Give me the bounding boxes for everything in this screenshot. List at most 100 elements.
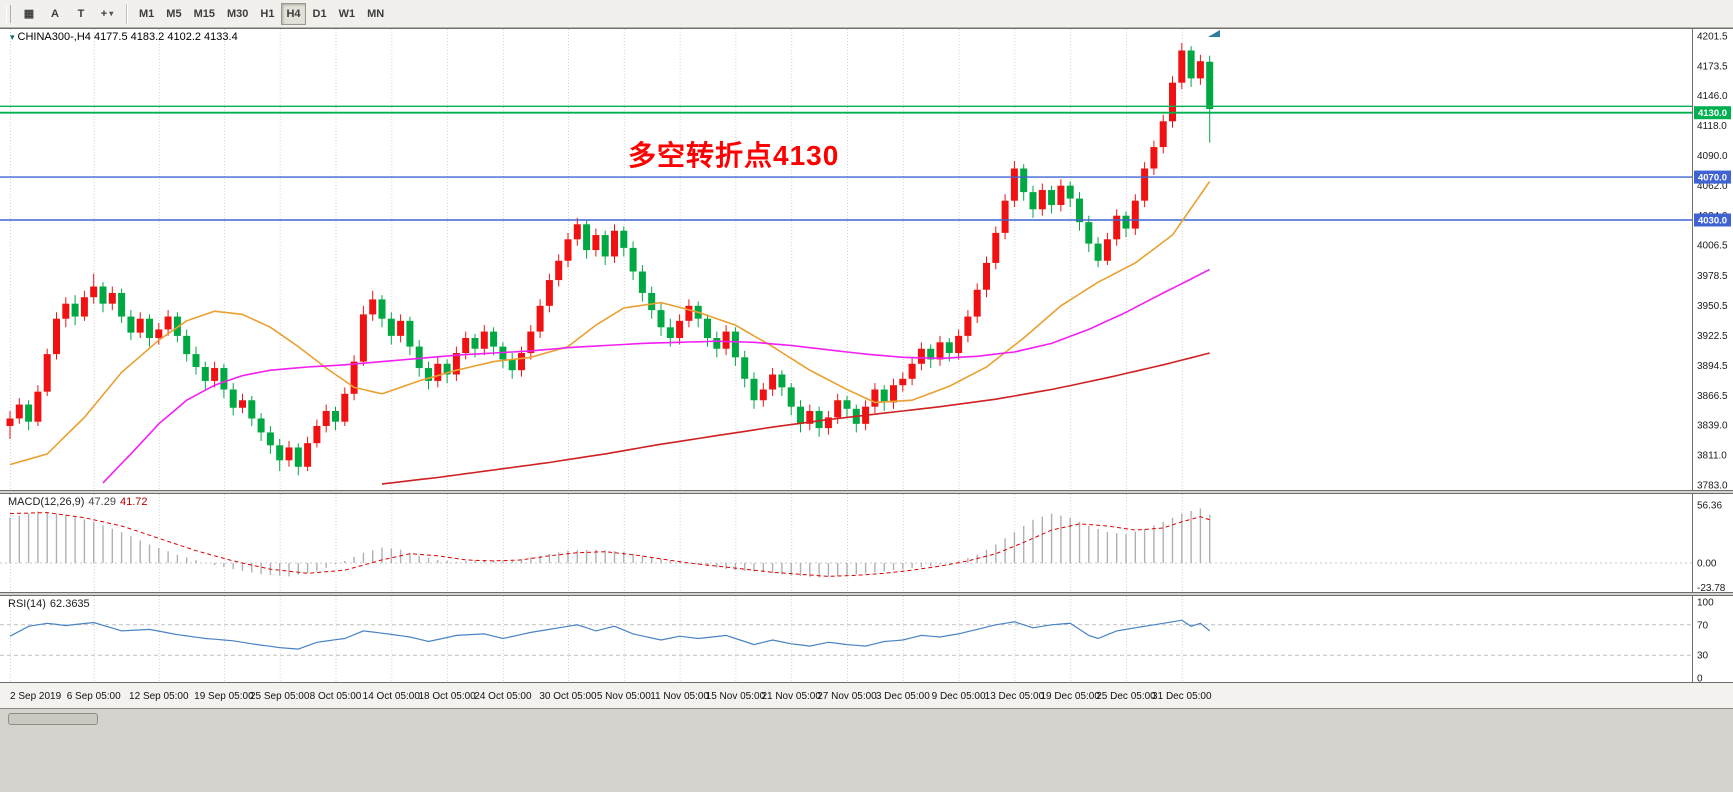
timeframe-h4[interactable]: H4 [281,2,306,25]
candle-body [99,286,107,304]
candle-body [1122,215,1130,229]
crosshair-tool-button[interactable]: + ▾ [95,3,119,25]
candle-body [545,280,553,306]
candle-body [731,331,739,358]
candle-body [759,389,767,401]
candle-body [387,318,395,336]
price-axis-label: 3894.5 [1697,361,1728,372]
timeframe-m1[interactable]: M1 [134,3,159,25]
candle-body [369,299,377,315]
candle-body [248,400,256,419]
price-axis-label: 4062.0 [1697,181,1728,192]
horizontal-scrollbar-thumb[interactable] [8,713,98,725]
candles-group [6,42,1214,476]
annotation-text[interactable]: 多空转折点4130 [628,140,840,171]
toolbar: ▦ A T + ▾ M1 M5 M15 M30 H1 H4 D1 W1 MN [0,0,1733,28]
candle-body [397,320,405,336]
time-axis-label: 19 Sep 05:00 [194,691,254,702]
timeframe-w1[interactable]: W1 [334,3,361,25]
macd-indicator-panel[interactable]: 56.36 0.00 -23.78 [0,493,1733,593]
time-axis[interactable]: 2 Sep 2019 6 Sep 05:00 12 Sep 05:00 19 Sep … [0,683,1733,709]
timeframe-h1[interactable]: H1 [255,3,279,25]
candle-body [890,385,897,403]
price-tag [1694,106,1731,120]
time-axis-label: 9 Dec 05:00 [932,691,986,702]
candle-body [266,432,274,446]
candle-body [778,374,786,388]
macd-axis-label: -23.78 [1697,583,1726,593]
time-axis-label: 24 Oct 05:00 [474,691,532,702]
candle-body [322,410,330,426]
candle-body [25,404,33,422]
candle-body [359,314,367,362]
candle-body [1103,239,1111,261]
candle-body [1196,61,1204,79]
candle-body [471,338,479,349]
candle-body [136,318,144,333]
candle-body [443,363,451,375]
candle-body [536,305,544,332]
macd-signal-line [9,512,1210,577]
candle-body [406,320,414,347]
candle-body [797,406,804,424]
candle-body [936,342,944,360]
candle-body [434,363,442,381]
candle-body [34,391,42,422]
timeframe-m30[interactable]: M30 [222,3,253,25]
price-axis-label: 3922.5 [1697,331,1728,342]
candle-body [824,417,832,429]
scroll-to-end-icon[interactable] [1208,30,1220,37]
candle-body [1178,50,1186,83]
candle-body [555,260,563,281]
price-axis-label: 4146.0 [1697,91,1728,102]
price-chart[interactable]: 4201.54173.54146.04118.04090.04062.04034… [0,28,1733,491]
candle-body [294,447,302,467]
time-axis-label: 3 Dec 05:00 [876,691,930,702]
candle-body [164,316,172,330]
rsi-axis-label: 0 [1697,674,1703,684]
candle-body [917,348,925,364]
candle-body [638,271,646,293]
candle-body [378,299,386,319]
candle-body [462,338,470,354]
time-axis-label: 2 Sep 2019 [10,691,62,702]
candle-body [1131,200,1139,229]
candle-body [871,389,879,407]
candle-body [6,418,14,426]
timeframe-d1[interactable]: D1 [308,3,332,25]
candle-body [620,230,628,248]
ma-fast-orange [9,180,1211,466]
toolbar-grip[interactable] [6,4,11,23]
timeframe-m5[interactable]: M5 [161,3,186,25]
candle-body [313,425,321,444]
macd-label: MACD(12,26,9) 47.29 41.72 [8,496,147,508]
crosshair-icon: + [100,7,108,20]
candle-body [425,368,432,381]
timeframe-mn[interactable]: MN [362,3,389,25]
price-axis-label: 3866.5 [1697,391,1728,402]
timeframe-m15[interactable]: M15 [189,3,220,25]
candle-body [508,359,516,371]
rsi-axis-label: 30 [1697,651,1709,662]
candle-body [1038,189,1046,210]
rsi-indicator-panel[interactable]: 100 70 30 0 [0,595,1733,683]
time-axis-label: 18 Oct 05:00 [418,691,476,702]
candle-body [992,232,1000,263]
candle-body [53,318,60,355]
candle-body [1010,168,1018,201]
symbol-ohlc-text: CHINA300-,H4 4177.5 4183.2 4102.2 4133.4 [17,31,238,43]
candle-body [713,338,721,349]
candle-body [945,342,953,354]
price-axis-label: 3839.0 [1697,420,1728,431]
candle-body [983,262,990,290]
candle-body [71,303,79,317]
price-tag [1694,170,1731,184]
time-axis-label: 25 Dec 05:00 [1096,691,1156,702]
candle-body [629,247,637,272]
macd-name: MACD(12,26,9) [8,496,85,508]
text-tool-button[interactable]: T [69,3,93,25]
charts-grid-button[interactable]: ▦ [17,3,41,25]
symbol-info: ▾ CHINA300-,H4 4177.5 4183.2 4102.2 4133.… [10,31,238,43]
candle-body [741,357,749,379]
arrow-tool-button[interactable]: A [43,3,67,25]
